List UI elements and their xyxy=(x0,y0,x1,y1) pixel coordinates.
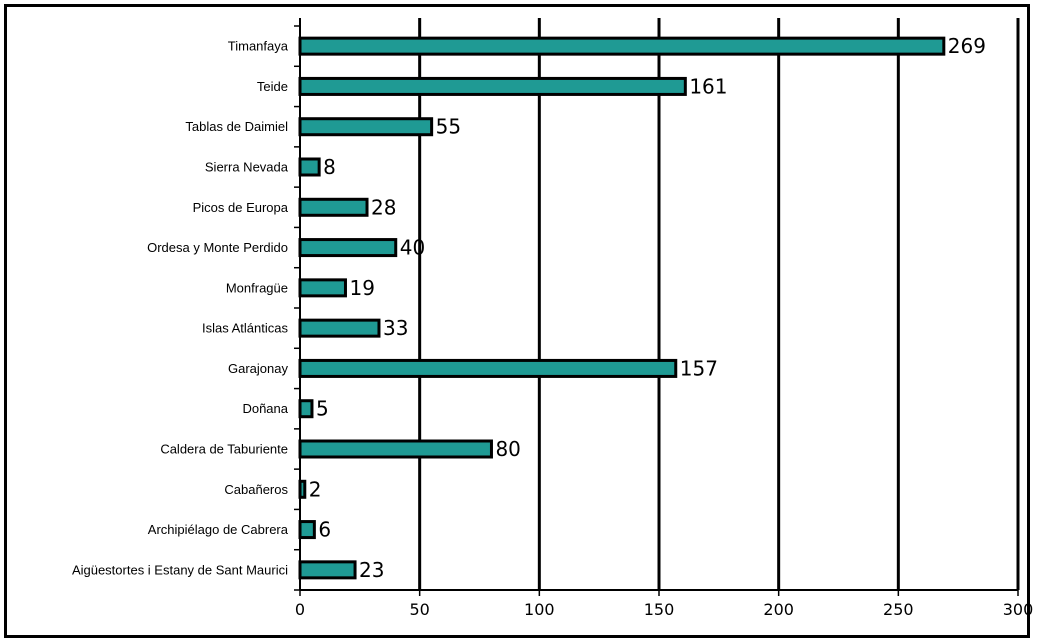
bar xyxy=(298,358,678,378)
category-label: Islas Atlánticas xyxy=(202,321,288,336)
category-label: Sierra Nevada xyxy=(205,160,289,175)
data-label: 2 xyxy=(309,477,322,501)
bar xyxy=(298,479,307,499)
category-label: Aigüestortes i Estany de Sant Maurici xyxy=(72,562,288,577)
category-label: Timanfaya xyxy=(228,39,289,54)
bar xyxy=(298,278,347,298)
x-tick-label: 300 xyxy=(1003,600,1034,619)
category-label: Cabañeros xyxy=(224,482,288,497)
category-label: Caldera de Taburiente xyxy=(160,442,288,457)
category-label: Tablas de Daimiel xyxy=(185,119,288,134)
bar xyxy=(298,197,369,217)
data-label: 80 xyxy=(495,437,520,461)
bar xyxy=(298,520,316,540)
category-label: Doñana xyxy=(242,401,288,416)
data-label: 55 xyxy=(436,115,461,139)
bar xyxy=(298,238,398,258)
x-tick-label: 200 xyxy=(763,600,794,619)
bar xyxy=(298,76,687,96)
data-label: 157 xyxy=(680,356,718,380)
bar xyxy=(298,318,381,338)
chart-frame xyxy=(4,4,1030,638)
category-label: Garajonay xyxy=(228,361,288,376)
bar xyxy=(298,399,314,419)
bar xyxy=(298,560,357,580)
category-label: Picos de Europa xyxy=(193,200,289,215)
data-label: 161 xyxy=(689,74,727,98)
category-label: Ordesa y Monte Perdido xyxy=(147,240,288,255)
data-label: 23 xyxy=(359,558,384,582)
bar xyxy=(298,117,434,137)
x-tick-label: 250 xyxy=(883,600,914,619)
x-tick-label: 50 xyxy=(409,600,429,619)
x-tick-label: 100 xyxy=(524,600,555,619)
data-label: 269 xyxy=(948,34,986,58)
data-label: 40 xyxy=(400,236,425,260)
data-label: 28 xyxy=(371,195,396,219)
bar xyxy=(298,157,321,177)
bar xyxy=(298,36,946,56)
data-label: 33 xyxy=(383,316,408,340)
data-label: 6 xyxy=(318,518,331,542)
bar xyxy=(298,439,493,459)
data-label: 5 xyxy=(316,397,329,421)
category-label: Teide xyxy=(257,79,288,94)
data-label: 8 xyxy=(323,155,336,179)
category-label: Archipiélago de Cabrera xyxy=(148,522,289,537)
data-label: 19 xyxy=(349,276,374,300)
x-tick-label: 0 xyxy=(295,600,305,619)
category-label: Monfragüe xyxy=(226,280,288,295)
x-tick-label: 150 xyxy=(644,600,675,619)
